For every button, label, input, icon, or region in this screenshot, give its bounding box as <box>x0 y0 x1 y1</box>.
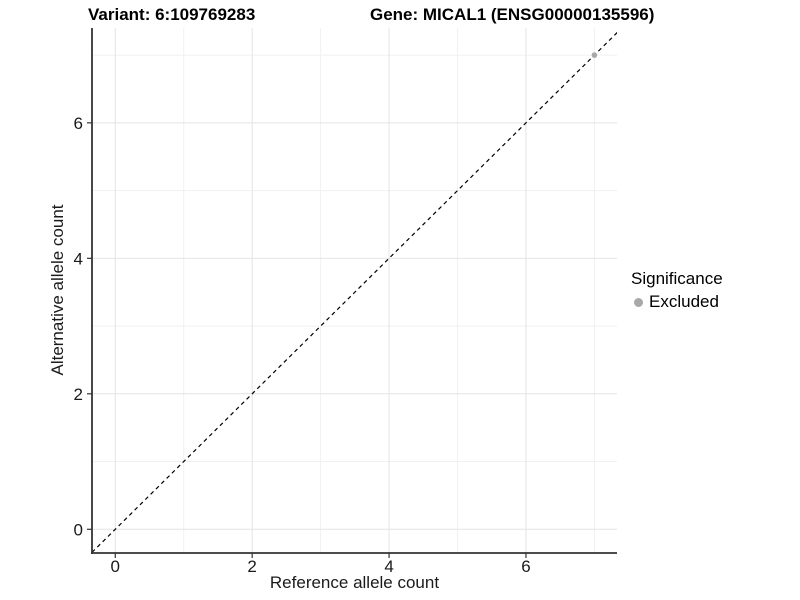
data-points <box>591 52 598 58</box>
excluded-point-icon <box>634 297 643 307</box>
x-axis-title: Reference allele count <box>269 573 440 592</box>
variant-title: Variant: 6:109769283 <box>88 5 256 24</box>
grid-minor <box>92 28 617 553</box>
x-tick-label: 4 <box>384 557 393 576</box>
axis-tick-labels: 0 2 4 6 0 2 4 6 <box>74 114 531 576</box>
legend-entry: Excluded <box>631 292 723 312</box>
y-tick-label: 2 <box>74 385 83 404</box>
y-axis-title: Alternative allele count <box>48 204 67 376</box>
data-point-excluded <box>591 52 598 58</box>
x-tick-label: 2 <box>247 557 256 576</box>
x-tick-label: 6 <box>521 557 530 576</box>
gene-title: Gene: MICAL1 (ENSG00000135596) <box>370 5 655 24</box>
grid-major <box>92 28 617 553</box>
y-tick-label: 6 <box>74 114 83 133</box>
identity-line <box>92 31 617 553</box>
legend-title: Significance <box>631 269 723 288</box>
legend: Significance Excluded <box>631 269 723 312</box>
legend-entry-label: Excluded <box>649 292 719 311</box>
axis-ticks <box>87 122 527 558</box>
y-tick-label: 4 <box>74 249 83 268</box>
x-tick-label: 0 <box>111 557 120 576</box>
y-tick-label: 0 <box>74 520 83 539</box>
